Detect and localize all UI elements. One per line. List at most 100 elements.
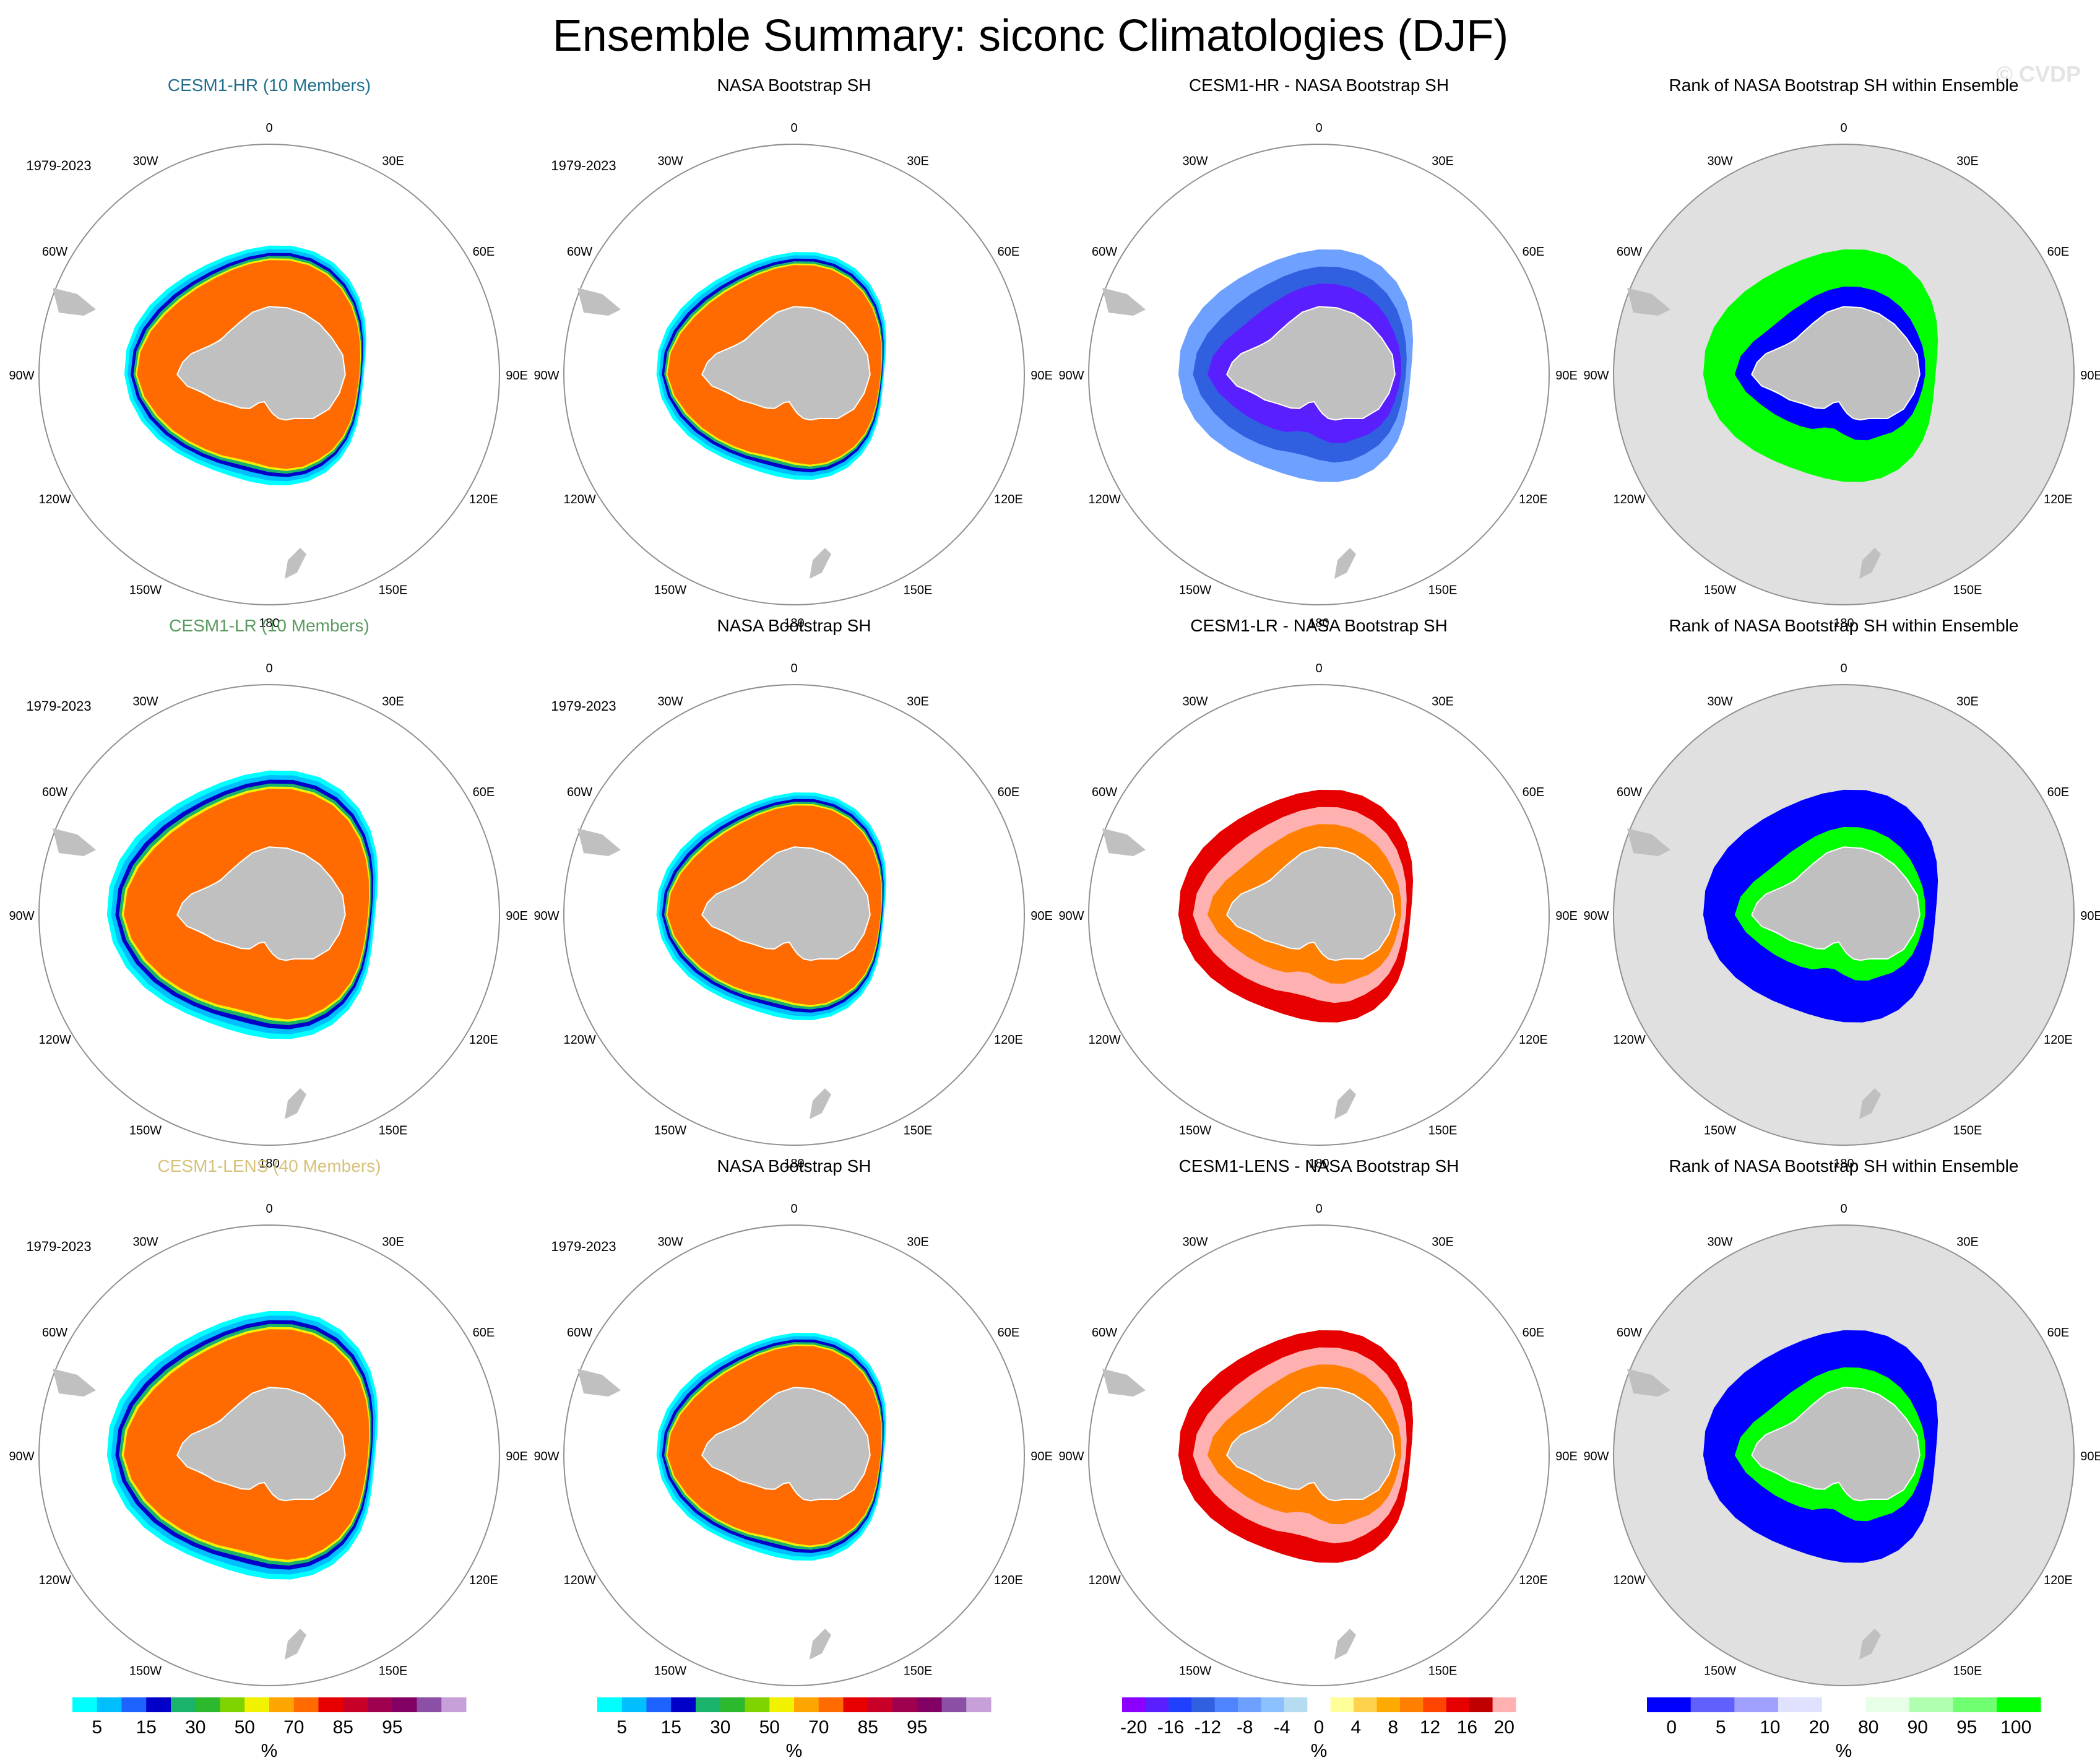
new-zealand-land — [285, 1088, 306, 1119]
sea-ice-field — [106, 770, 378, 1039]
longitude-label: 120W — [38, 493, 71, 506]
longitude-label: 120W — [38, 1574, 71, 1587]
colorbar-swatch — [843, 1697, 868, 1712]
panel-title: CESM1-LR (10 Members) — [169, 616, 369, 635]
colorbar-swatch — [293, 1697, 319, 1712]
antarctica-landmass — [1751, 306, 1921, 421]
longitude-label: 0 — [1315, 662, 1322, 675]
longitude-label: 90W — [534, 1450, 559, 1463]
colorbar-unit: % — [786, 1741, 803, 1761]
longitude-label: 120E — [1519, 493, 1548, 506]
map-panel: NASA Bootstrap SH 1979-2023 0 30E 60E 90E 120E… — [534, 616, 1052, 1171]
new-zealand-land — [285, 548, 306, 579]
longitude-label: 30W — [1182, 695, 1208, 709]
new-zealand-land — [810, 1629, 831, 1660]
longitude-label: 120W — [563, 1574, 595, 1587]
colorbar-swatch — [646, 1697, 672, 1712]
panel-title: CESM1-LENS - NASA Bootstrap SH — [1179, 1156, 1459, 1176]
colorbar-swatch — [1168, 1697, 1192, 1712]
longitude-label: 60W — [1092, 245, 1117, 259]
period-label: 1979-2023 — [26, 698, 91, 714]
longitude-label: 90E — [1555, 369, 1578, 383]
map-panel: CESM1-LR (10 Members) 1979-2023 0 30E 60E 90E… — [9, 616, 527, 1171]
longitude-label: 0 — [1840, 662, 1847, 675]
colorbar-swatch — [1354, 1697, 1378, 1712]
colorbar-swatch — [745, 1697, 770, 1712]
longitude-label: 150W — [1179, 1124, 1211, 1137]
south-america-land — [577, 1369, 621, 1397]
colorbar-tick-label: 0 — [1314, 1717, 1324, 1738]
longitude-label: 30E — [382, 695, 404, 709]
south-america-land — [577, 288, 621, 316]
longitude-label: 150E — [379, 583, 408, 597]
colorbar-tick-label: 16 — [1457, 1717, 1477, 1738]
longitude-label: 120E — [1519, 1033, 1548, 1047]
longitude-label: 30W — [1182, 1236, 1208, 1249]
longitude-label: 30W — [657, 695, 683, 709]
sea-ice-field — [656, 252, 886, 480]
new-zealand-land — [810, 548, 831, 579]
longitude-label: 60W — [1092, 1326, 1117, 1340]
colorbar-swatch — [1214, 1697, 1238, 1712]
colorbar-swatch — [269, 1697, 295, 1712]
longitude-label: 90E — [506, 1450, 528, 1463]
longitude-label: 90E — [1555, 909, 1578, 923]
panel-title: CESM1-LR - NASA Bootstrap SH — [1190, 616, 1447, 635]
panel-title: CESM1-HR - NASA Bootstrap SH — [1189, 76, 1449, 95]
colorbar-swatch — [1423, 1697, 1447, 1712]
longitude-label: 150W — [654, 1124, 686, 1137]
colorbar-swatch — [318, 1697, 344, 1712]
longitude-label: 180 — [1308, 1157, 1329, 1171]
longitude-label: 0 — [1840, 121, 1847, 135]
longitude-label: 150W — [1704, 1124, 1736, 1137]
antarctica-landmass — [701, 846, 871, 961]
longitude-label: 30W — [657, 1236, 683, 1249]
colorbar: 5 15 30 50 70 85 95% — [597, 1697, 992, 1761]
longitude-label: 90E — [1031, 909, 1053, 923]
period-label: 1979-2023 — [26, 158, 91, 173]
longitude-label: 30W — [657, 155, 683, 168]
colorbar-swatch — [1307, 1697, 1331, 1712]
longitude-label: 120E — [2044, 1033, 2073, 1047]
longitude-label: 30E — [1432, 155, 1454, 168]
longitude-label: 120W — [1088, 1033, 1120, 1047]
longitude-label: 30E — [382, 1236, 404, 1249]
longitude-label: 180 — [1308, 617, 1329, 630]
longitude-label: 90E — [2080, 1450, 2100, 1463]
period-label: 1979-2023 — [551, 698, 616, 714]
longitude-label: 150W — [654, 583, 686, 597]
longitude-label: 120E — [469, 1574, 498, 1587]
map-panel: Rank of NASA Bootstrap SH within Ensembl… — [1583, 1156, 2100, 1711]
colorbar-swatch — [966, 1697, 992, 1712]
colorbar-tick-label: 95 — [382, 1717, 402, 1738]
colorbar-swatch — [146, 1697, 171, 1712]
longitude-label: 90W — [1583, 369, 1609, 383]
longitude-label: 150E — [1428, 583, 1458, 597]
longitude-label: 150E — [1953, 583, 1982, 597]
colorbar-tick-label: 20 — [1494, 1717, 1515, 1738]
south-america-land — [1102, 288, 1146, 316]
colorbar-tick-label: 100 — [2000, 1717, 2031, 1738]
colorbar-swatch — [368, 1697, 393, 1712]
longitude-label: 120W — [1613, 493, 1645, 506]
longitude-label: 90W — [1058, 909, 1084, 923]
longitude-label: 150W — [1179, 583, 1211, 597]
colorbar-swatch — [868, 1697, 893, 1712]
south-america-land — [1627, 828, 1670, 856]
colorbar-swatch — [195, 1697, 220, 1712]
colorbar-unit: % — [261, 1741, 278, 1761]
colorbar-swatch — [171, 1697, 196, 1712]
colorbar-swatch — [818, 1697, 844, 1712]
longitude-label: 180 — [259, 1157, 279, 1171]
longitude-label: 30E — [907, 155, 929, 168]
longitude-label: 90W — [1583, 1450, 1609, 1463]
longitude-label: 120W — [1088, 1574, 1120, 1587]
colorbar-swatch — [1909, 1697, 1954, 1712]
colorbar-tick-label: 5 — [1716, 1717, 1726, 1738]
colorbar-swatch — [72, 1697, 98, 1712]
colorbar-tick-label: -12 — [1195, 1717, 1221, 1738]
south-america-land — [577, 828, 621, 856]
longitude-label: 90W — [1583, 909, 1609, 923]
colorbar-tick-label: 15 — [661, 1717, 681, 1738]
